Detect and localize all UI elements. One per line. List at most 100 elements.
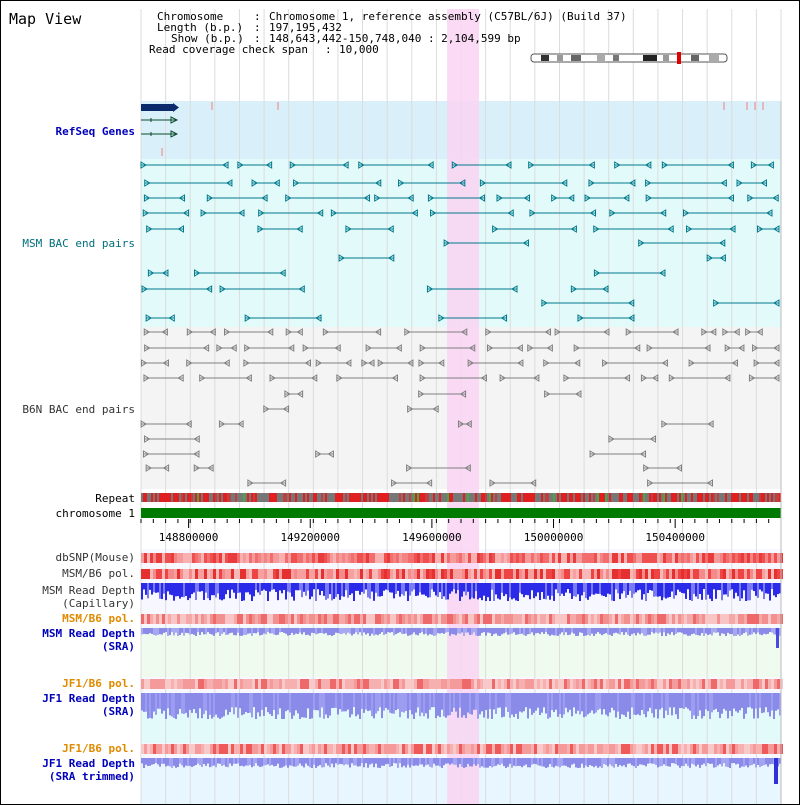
track-label-jf1-depth-sra[interactable]: JF1 Read Depth (SRA) (42, 692, 135, 718)
msm-b6-pol-cell (474, 569, 477, 579)
msm-b6-pol-cell (612, 569, 615, 579)
jf1-b6-pol-cell (507, 744, 510, 754)
msm-b6-pol-cell (375, 569, 378, 579)
track-label-b6n-bac[interactable]: B6N BAC end pairs (22, 403, 135, 416)
jf1-b6-pol-cell (285, 679, 288, 689)
msm-bac-pair (285, 194, 371, 202)
msm-b6-pol-cell (378, 569, 381, 579)
dbsnp-cell (378, 553, 381, 563)
repeat-element (149, 493, 151, 502)
dbsnp-cell (441, 553, 444, 563)
b6n-bac-pair (315, 450, 334, 458)
msm-sra-depth-bar (703, 628, 705, 636)
jf1-b6-pol-cell (201, 744, 204, 754)
track-label-msm-b6-pol-1[interactable]: MSM/B6 pol. (62, 567, 135, 580)
jf1-b6-pol-cell (597, 679, 600, 689)
msm-b6-pol-cell (585, 614, 588, 624)
msm-b6-pol-cell (222, 614, 225, 624)
msm-b6-pol-cell (765, 614, 768, 624)
jf1-trim-depth-bar (387, 758, 389, 764)
jf1-b6-pol-cell (498, 679, 501, 689)
msm-b6-pol-cell (588, 614, 591, 624)
msm-b6-pol-cell (513, 569, 516, 579)
jf1-sra-depth-bar (601, 693, 603, 715)
msm-capillary-depth-bar (711, 583, 713, 601)
jf1-trim-depth-bar (779, 758, 781, 764)
b6n-bac-pair-end (404, 328, 411, 336)
msm-capillary-depth-bar (653, 583, 655, 597)
track-label-chromosome[interactable]: chromosome 1 (55, 507, 135, 520)
repeat-element (241, 493, 243, 502)
msm-capillary-depth-bar (743, 583, 745, 591)
msm-b6-pol-cell (174, 614, 177, 624)
msm-b6-pol-cell (177, 569, 180, 579)
jf1-b6-pol-cell (765, 679, 768, 689)
track-label-msm-b6-pol-2[interactable]: MSM/B6 pol. (62, 612, 135, 625)
track-label-msm-bac[interactable]: MSM BAC end pairs (22, 237, 135, 250)
msm-b6-pol-cell (603, 614, 606, 624)
msm-capillary-depth-bar (617, 583, 619, 594)
msm-sra-depth-bar (601, 628, 603, 636)
msm-capillary-depth-bar (693, 583, 695, 594)
repeat-element (707, 493, 709, 502)
ruler-tick-label: 149200000 (280, 531, 340, 544)
jf1-trim-depth-bar (685, 758, 687, 764)
track-label-msm-depth-sra[interactable]: MSM Read Depth (SRA) (42, 627, 135, 653)
msm-sra-depth-bar (489, 628, 491, 634)
track-label-msm-depth-capillary[interactable]: MSM Read Depth (Capillary) (42, 584, 135, 610)
ideogram-band (709, 55, 719, 61)
jf1-sra-depth-bar (559, 693, 561, 715)
jf1-b6-pol-cell (513, 679, 516, 689)
refseq-gene-arrow (170, 130, 179, 138)
msm-capillary-depth-bar (243, 583, 245, 601)
jf1-sra-depth-bar (417, 693, 419, 708)
msm-capillary-depth-bar (315, 583, 317, 601)
repeat-element (289, 493, 291, 502)
track-label-repeat[interactable]: Repeat (95, 492, 135, 505)
dbsnp-cell (567, 553, 570, 563)
track-label-dbsnp[interactable]: dbSNP(Mouse) (55, 551, 135, 564)
msm-capillary-depth-bar (501, 583, 503, 593)
repeat-element (145, 493, 147, 502)
track-label-refseq[interactable]: RefSeq Genes (55, 125, 135, 138)
track-label-jf1-b6-pol-1[interactable]: JF1/B6 pol. (62, 677, 135, 690)
msm-sra-depth-bar (665, 628, 667, 636)
jf1-sra-depth-bar (425, 693, 427, 714)
track-label-jf1-b6-pol-2[interactable]: JF1/B6 pol. (62, 742, 135, 755)
msm-b6-pol-cell (201, 569, 204, 579)
jf1-b6-pol-cell (765, 744, 768, 754)
dbsnp-cell (666, 553, 669, 563)
jf1-b6-pol-cell (534, 744, 537, 754)
b6n-bac-pair-end (140, 359, 148, 367)
msm-b6-pol-cell (726, 569, 729, 579)
track-label-jf1-depth-trimmed[interactable]: JF1 Read Depth (SRA trimmed) (42, 757, 135, 783)
msm-b6-pol-cell (417, 614, 420, 624)
dbsnp-cell (702, 553, 705, 563)
jf1-b6-pol-cell (324, 679, 327, 689)
jf1-trim-depth-bar (747, 758, 749, 768)
jf1-sra-depth-bar (235, 693, 237, 708)
jf1-sra-depth-bar (383, 693, 385, 711)
b6n-bac-pair (199, 374, 252, 382)
jf1-sra-depth-bar (197, 693, 199, 719)
msm-sra-depth-bar (333, 628, 335, 635)
dbsnp-cell (735, 553, 738, 563)
jf1-trim-depth-bar (411, 758, 413, 766)
jf1-b6-pol-cell (450, 679, 453, 689)
msm-b6-pol-cell (534, 569, 537, 579)
msm-capillary-depth-bar (223, 583, 225, 600)
repeat-element (749, 493, 751, 502)
jf1-b6-pol-cell (414, 744, 417, 754)
jf1-b6-pol-cell (654, 679, 657, 689)
repeat-element (719, 493, 721, 502)
jf1-b6-pol-cell (378, 744, 381, 754)
jf1-trim-depth-bar (493, 758, 495, 767)
jf1-trim-depth-bar (759, 758, 761, 768)
msm-capillary-depth-bar (705, 583, 707, 600)
jf1-trim-depth-bar (679, 758, 681, 768)
msm-capillary-depth-bar (727, 583, 729, 597)
repeat-element (317, 493, 319, 502)
repeat-element (395, 493, 397, 502)
jf1-b6-pol-cell (345, 744, 348, 754)
